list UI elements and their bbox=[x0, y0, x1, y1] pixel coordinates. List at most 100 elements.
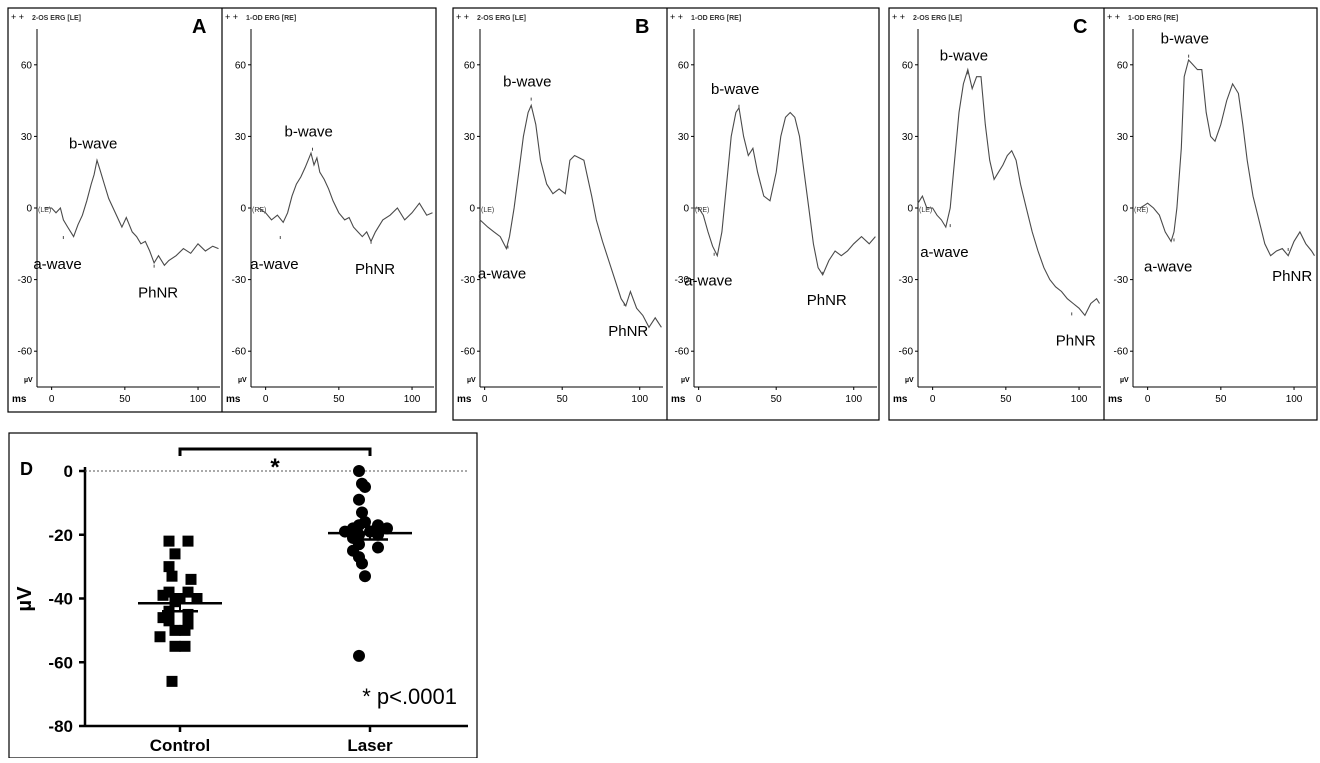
data-point-square bbox=[182, 608, 194, 620]
y-tick-label: 30 bbox=[464, 132, 476, 143]
data-point-square bbox=[163, 535, 175, 547]
y-tick-label: 30 bbox=[678, 132, 690, 143]
cursor-icons: + + bbox=[456, 12, 469, 22]
y-tick-label: -60 bbox=[1114, 347, 1129, 358]
x-axis-unit: ms bbox=[1108, 394, 1123, 405]
y-tick-label: -30 bbox=[461, 275, 476, 286]
y-tick-label: 60 bbox=[235, 60, 247, 71]
y-tick-label: 0 bbox=[1122, 204, 1128, 215]
data-point-square bbox=[169, 624, 181, 636]
erg-panel-B: B + + 2-OS ERG [LE] 60 30 0 -30 -60 0 50 100 ms µV (L… bbox=[452, 7, 880, 421]
wave-annotation: b-wave bbox=[1161, 31, 1209, 48]
wave-annotation: a-wave bbox=[33, 256, 81, 273]
data-point-circle bbox=[372, 528, 384, 541]
data-point-circle bbox=[339, 525, 351, 538]
y-axis-label: µV bbox=[14, 586, 36, 612]
y-tick-label: -60 bbox=[675, 347, 690, 358]
y-tick-label: -60 bbox=[48, 653, 73, 672]
y-tick-label: 0 bbox=[683, 204, 689, 215]
trace-header: 2-OS ERG [LE] bbox=[913, 15, 962, 22]
wave-annotation: a-wave bbox=[250, 256, 298, 273]
wave-annotation: PhNR bbox=[807, 292, 847, 309]
data-point-circle bbox=[356, 506, 368, 519]
baseline-marker: (RE) bbox=[1134, 207, 1148, 214]
y-tick-label: -60 bbox=[18, 347, 33, 358]
series-control bbox=[138, 535, 222, 687]
x-tick-label: 0 bbox=[930, 394, 936, 405]
wave-annotation: b-wave bbox=[69, 136, 117, 153]
data-point-circle bbox=[353, 493, 365, 506]
y-axis-unit: µV bbox=[238, 377, 247, 384]
y-tick-label: 30 bbox=[1117, 132, 1129, 143]
baseline-marker: (RE) bbox=[252, 207, 266, 214]
y-tick-label: 0 bbox=[469, 204, 475, 215]
x-tick-label: 100 bbox=[845, 394, 862, 405]
y-tick-label: -30 bbox=[18, 275, 33, 286]
wave-annotation: a-wave bbox=[478, 266, 526, 283]
x-axis-unit: ms bbox=[226, 394, 241, 405]
wave-annotation: a-wave bbox=[684, 273, 732, 290]
erg-panel-C: C + + 2-OS ERG [LE] 60 30 0 -30 -60 0 50 100 ms µV (L… bbox=[888, 7, 1318, 421]
data-point-circle bbox=[372, 519, 384, 532]
cursor-icons: + + bbox=[1107, 12, 1120, 22]
y-tick-label: -30 bbox=[1114, 275, 1129, 286]
y-tick-label: 0 bbox=[26, 204, 32, 215]
y-axis-unit: µV bbox=[681, 377, 690, 384]
x-tick-label: 0 bbox=[49, 394, 55, 405]
trace-header: 1-OD ERG [RE] bbox=[1128, 15, 1178, 22]
erg-trace: + + 2-OS ERG [LE] 60 30 0 -30 -60 0 50 100 ms µV (LE… bbox=[11, 12, 220, 405]
cursor-icons: + + bbox=[11, 12, 24, 22]
data-point-circle bbox=[353, 465, 365, 477]
data-point-square bbox=[169, 640, 181, 652]
x-tick-label: 50 bbox=[119, 394, 131, 405]
x-tick-label: 0 bbox=[263, 394, 269, 405]
panel-letter: B bbox=[635, 16, 649, 38]
panel-letter: A bbox=[192, 16, 206, 38]
x-tick-label: 100 bbox=[1071, 394, 1088, 405]
y-tick-label: 30 bbox=[902, 132, 914, 143]
wave-annotation: b-wave bbox=[503, 74, 551, 91]
trace-header: 2-OS ERG [LE] bbox=[477, 15, 526, 22]
y-tick-label: 60 bbox=[902, 60, 914, 71]
x-tick-label: 100 bbox=[1286, 394, 1303, 405]
data-point-square bbox=[182, 618, 194, 630]
data-point-circle bbox=[353, 649, 365, 662]
erg-waveform bbox=[690, 106, 876, 276]
y-tick-label: 30 bbox=[235, 132, 247, 143]
cursor-icons: + + bbox=[670, 12, 683, 22]
erg-trace: + + 1-OD ERG [RE] 60 30 0 -30 -60 0 50 100 ms µV (RE… bbox=[670, 12, 877, 405]
wave-annotation: a-wave bbox=[1144, 258, 1192, 275]
category-label: Control bbox=[150, 736, 210, 755]
wave-annotation: PhNR bbox=[1272, 268, 1312, 285]
data-point-square bbox=[191, 593, 203, 604]
data-point-square bbox=[163, 615, 175, 627]
y-tick-label: 60 bbox=[1117, 60, 1129, 71]
data-point-square bbox=[157, 612, 169, 624]
x-axis-unit: ms bbox=[457, 394, 472, 405]
data-point-circle bbox=[356, 557, 368, 570]
wave-annotation: b-wave bbox=[284, 124, 332, 141]
y-tick-label: -40 bbox=[48, 590, 73, 609]
x-axis-unit: ms bbox=[893, 394, 908, 405]
panel-letter: C bbox=[1073, 16, 1087, 38]
erg-panel-A: A + + 2-OS ERG [LE] 60 30 0 -30 -60 0 50 100 ms µV (L… bbox=[7, 7, 437, 413]
x-tick-label: 50 bbox=[1000, 394, 1012, 405]
x-axis-unit: ms bbox=[12, 394, 27, 405]
x-tick-label: 50 bbox=[333, 394, 345, 405]
data-point-circle bbox=[381, 522, 393, 535]
y-tick-label: -30 bbox=[232, 275, 247, 286]
data-point-square bbox=[169, 596, 181, 608]
wave-annotation: b-wave bbox=[711, 81, 759, 98]
y-tick-label: -80 bbox=[48, 717, 73, 736]
erg-waveform bbox=[917, 67, 1100, 317]
data-point-circle bbox=[359, 570, 371, 583]
y-tick-label: -60 bbox=[461, 347, 476, 358]
category-label: Laser bbox=[347, 736, 393, 755]
wave-annotation: a-wave bbox=[920, 244, 968, 261]
data-point-square bbox=[169, 548, 181, 560]
y-tick-label: 0 bbox=[907, 204, 913, 215]
y-axis-unit: µV bbox=[467, 377, 476, 384]
cursor-icons: + + bbox=[892, 12, 905, 22]
data-point-square bbox=[166, 570, 178, 582]
x-tick-label: 0 bbox=[1145, 394, 1151, 405]
